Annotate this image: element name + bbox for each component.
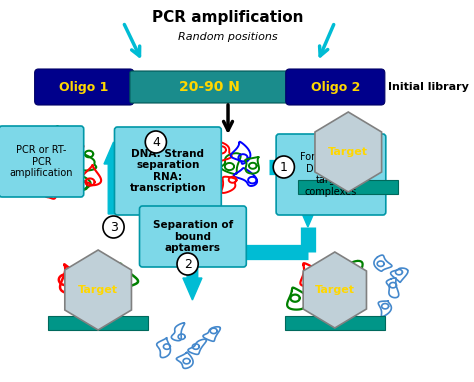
FancyArrow shape xyxy=(298,167,318,227)
Text: Initial library: Initial library xyxy=(388,82,469,92)
Text: Formation of
DNA/RNA-
target
complexes: Formation of DNA/RNA- target complexes xyxy=(300,152,362,197)
Text: Target: Target xyxy=(315,285,355,295)
Text: Target: Target xyxy=(328,147,368,157)
FancyArrow shape xyxy=(183,252,202,300)
FancyBboxPatch shape xyxy=(35,69,134,105)
Text: PCR amplification: PCR amplification xyxy=(152,10,304,25)
Text: Oligo 1: Oligo 1 xyxy=(60,81,109,94)
Text: Target: Target xyxy=(78,285,118,295)
FancyArrow shape xyxy=(154,242,192,262)
Text: 20-90 N: 20-90 N xyxy=(179,80,240,94)
Circle shape xyxy=(103,216,124,238)
Circle shape xyxy=(177,253,198,275)
FancyBboxPatch shape xyxy=(130,71,290,103)
Bar xyxy=(285,316,385,330)
FancyArrow shape xyxy=(104,142,123,214)
FancyBboxPatch shape xyxy=(139,206,246,267)
Text: 4: 4 xyxy=(152,136,160,149)
Bar xyxy=(48,316,148,330)
Polygon shape xyxy=(65,250,131,330)
FancyBboxPatch shape xyxy=(0,126,84,197)
Text: DNA: Strand
separation
RNA:
transcription: DNA: Strand separation RNA: transcriptio… xyxy=(129,149,206,193)
Circle shape xyxy=(273,156,294,178)
Circle shape xyxy=(145,131,166,153)
Text: Separation of
bound
aptamers: Separation of bound aptamers xyxy=(153,220,233,253)
Polygon shape xyxy=(315,112,382,192)
Polygon shape xyxy=(303,252,366,328)
Text: Random positions: Random positions xyxy=(178,32,278,42)
FancyBboxPatch shape xyxy=(276,134,386,215)
Text: 1: 1 xyxy=(280,160,288,173)
Bar xyxy=(298,180,398,194)
Text: 2: 2 xyxy=(183,257,191,270)
FancyBboxPatch shape xyxy=(286,69,385,105)
Text: 3: 3 xyxy=(109,220,118,233)
Text: Oligo 2: Oligo 2 xyxy=(310,81,360,94)
FancyArrow shape xyxy=(110,164,192,184)
Text: PCR or RT-
PCR
amplification: PCR or RT- PCR amplification xyxy=(9,145,73,178)
FancyBboxPatch shape xyxy=(115,127,221,215)
